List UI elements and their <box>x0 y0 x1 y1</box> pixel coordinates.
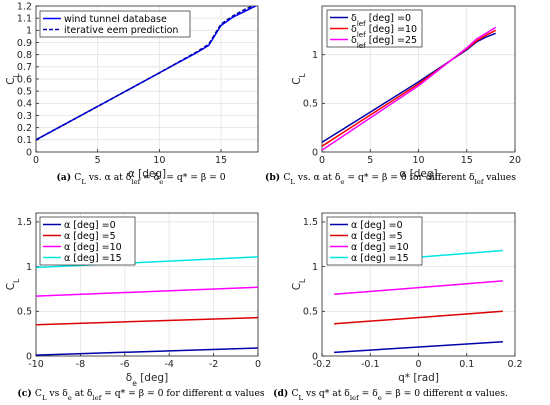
y-tick-label: 0.5 <box>17 307 32 318</box>
x-tick-label: 0.2 <box>507 359 522 370</box>
caption: (c) CL vs δe at δlef = q* = β = 0 for di… <box>17 388 264 402</box>
y-tick-label: 1.5 <box>17 217 32 228</box>
x-tick-label: 15 <box>215 155 227 166</box>
x-tick-label: -2 <box>209 359 218 370</box>
y-tick-label: 0.4 <box>17 99 32 110</box>
x-axis-label: q* [rad] <box>398 372 439 384</box>
y-tick-label: 1 <box>312 50 318 61</box>
x-tick-label: 20 <box>509 155 521 166</box>
legend-label: δlef [deg] =25 <box>351 35 417 50</box>
y-tick-label: 0 <box>26 351 32 362</box>
series-line-2 <box>334 310 503 325</box>
legend-label: α [deg] =15 <box>351 253 409 264</box>
y-axis-label: CL <box>5 72 21 84</box>
x-tick-label: 10 <box>412 155 424 166</box>
y-tick-label: 0.1 <box>17 135 32 146</box>
x-tick-label: 10 <box>153 155 165 166</box>
x-tick-label: 0 <box>415 359 421 370</box>
chart-d: -0.2 -0.1 0 0.1 0.2 0 0.5 1 1.5 q* [rad] CL α [deg]… <box>273 212 523 402</box>
chart-a: 0 5 10 15 00.10.20.30.4 0.50.60.70.80.91 1.11.… <box>5 1 259 186</box>
series-line-1 <box>322 32 496 143</box>
y-tick-label: 0.5 <box>303 307 318 318</box>
y-tick-label: 0.9 <box>17 38 32 49</box>
legend-label: wind tunnel database <box>64 14 167 25</box>
x-tick-label: -0.2 <box>313 359 332 370</box>
series-line-3 <box>334 280 503 296</box>
y-tick-label: 1 <box>312 262 318 273</box>
legend: α [deg] =0α [deg] =5α [deg] =10α [deg] =… <box>326 216 423 266</box>
y-tick-label: 0.2 <box>17 123 32 134</box>
series-line-2 <box>36 316 258 326</box>
x-tick-label: -8 <box>76 359 85 370</box>
y-axis-label: CL <box>291 278 307 290</box>
legend: α [deg] =0α [deg] =5α [deg] =10α [deg] =… <box>39 216 136 266</box>
y-tick-label: 0.6 <box>17 74 32 85</box>
y-axis-label: CL <box>5 278 21 290</box>
y-tick-label: 0.5 <box>303 99 318 110</box>
y-tick-label: 1.5 <box>303 217 318 228</box>
x-tick-label: -4 <box>164 359 173 370</box>
legend-label: α [deg] =10 <box>351 242 409 253</box>
legend-label: iterative eem prediction <box>64 25 178 36</box>
x-tick-label: 0 <box>255 359 261 370</box>
y-axis-label: CL <box>291 72 307 84</box>
x-axis-label: α [deg] <box>128 168 166 180</box>
x-tick-label: 0.1 <box>459 359 474 370</box>
x-tick-label: 0 <box>33 155 39 166</box>
y-tick-label: 1 <box>26 262 32 273</box>
y-tick-label: 0.8 <box>17 50 32 61</box>
series-line-3 <box>322 26 497 151</box>
legend-label: α [deg] =0 <box>64 220 116 231</box>
x-tick-label: -10 <box>28 359 44 370</box>
y-tick-label: 1.1 <box>17 13 32 24</box>
x-axis-label: α [deg] <box>399 168 437 180</box>
legend-label: δlef [deg] =10 <box>351 24 417 39</box>
chart-c: -10 -8 -6 -4 -2 0 0 0.5 1 1.5 δe [deg] CL α [deg] =0… <box>5 212 265 402</box>
y-tick-label: 0 <box>312 147 318 158</box>
series-line-1 <box>334 340 503 354</box>
series-line-3 <box>36 286 258 297</box>
x-tick-label: 15 <box>461 155 473 166</box>
x-tick-label: 5 <box>95 155 101 166</box>
y-tick-label: 0 <box>312 351 318 362</box>
caption: (b) CL vs. α at δe = q* = β = 0 for diff… <box>265 172 516 186</box>
axes-box <box>35 212 259 357</box>
legend-label: α [deg] =5 <box>64 231 116 242</box>
caption: (a) CL vs. α at δlef = δe = q* = β = 0 <box>56 172 225 186</box>
x-tick-label: -0.1 <box>361 359 380 370</box>
caption: (d) CL vs q* at δlef = δe = β = 0 differ… <box>273 388 508 402</box>
x-tick-label: -6 <box>120 359 129 370</box>
y-tick-label: 1 <box>26 26 32 37</box>
series-line-1 <box>36 347 258 356</box>
legend-label: α [deg] =15 <box>64 253 122 264</box>
x-axis-label: δe [deg] <box>126 372 168 388</box>
legend-label: α [deg] =5 <box>351 231 403 242</box>
y-tick-label: 1.2 <box>17 1 32 12</box>
y-tick-label: 0.3 <box>17 111 32 122</box>
y-tick-label: 0.5 <box>17 86 32 97</box>
x-tick-label: 0 <box>319 155 325 166</box>
series-line-4 <box>36 256 258 269</box>
y-tick-label: 0.7 <box>17 62 32 73</box>
x-tick-label: 5 <box>367 155 373 166</box>
legend-box <box>39 10 191 38</box>
series-line-2 <box>36 6 255 141</box>
legend-label: α [deg] =10 <box>64 242 122 253</box>
legend-label: α [deg] =0 <box>351 220 403 231</box>
legend-label: δlef [deg] =0 <box>351 13 411 28</box>
y-tick-label: 0 <box>26 147 32 158</box>
